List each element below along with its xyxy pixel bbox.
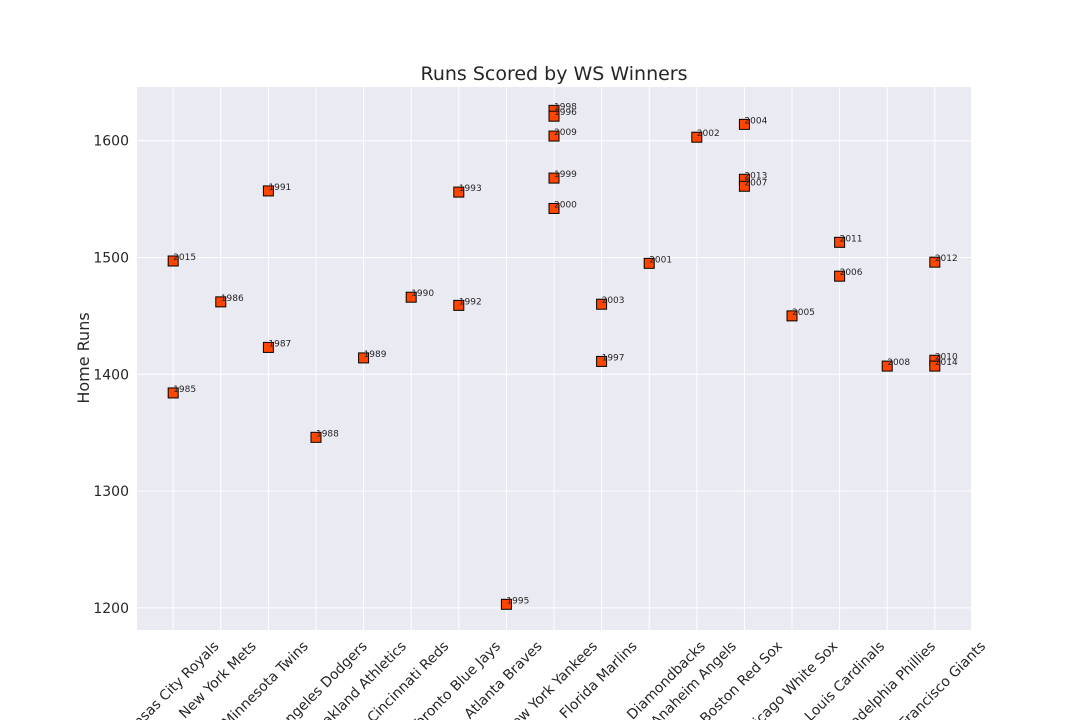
- point-label: 2008: [887, 358, 910, 368]
- marker: [596, 355, 608, 367]
- point-label: 2005: [792, 308, 815, 318]
- point-label: 2006: [840, 268, 863, 278]
- point-label: 1993: [459, 184, 482, 194]
- marker: [691, 131, 703, 143]
- marker: [786, 310, 798, 322]
- y-tick-label: 1600: [93, 134, 129, 150]
- point-label: 1985: [173, 385, 196, 395]
- marker: [881, 360, 893, 372]
- marker: [834, 236, 846, 248]
- point-label: 2003: [602, 296, 625, 306]
- marker: [215, 296, 227, 308]
- marker: [500, 598, 512, 610]
- y-tick-label: 1500: [93, 250, 129, 266]
- marker: [310, 431, 322, 443]
- point-label: 2010: [935, 352, 958, 362]
- y-axis-label: Home Runs: [74, 312, 93, 403]
- point-label: 1988: [316, 429, 339, 439]
- marker: [929, 360, 941, 372]
- point-label: 1992: [459, 297, 482, 307]
- point-label: 2007: [744, 178, 767, 188]
- point-label: 1986: [221, 294, 244, 304]
- point-label: 2001: [649, 255, 672, 265]
- marker: [596, 298, 608, 310]
- chart-title: Runs Scored by WS Winners: [420, 63, 687, 85]
- point-label: 2013: [744, 171, 767, 181]
- point-label: 2004: [744, 116, 767, 126]
- point-label: 2002: [697, 129, 720, 139]
- point-label: 2014: [935, 358, 958, 368]
- point-label: 1987: [268, 339, 291, 349]
- y-tick-label: 1300: [93, 484, 129, 500]
- marker: [738, 180, 750, 192]
- point-label: 2015: [173, 253, 196, 263]
- marker: [167, 255, 179, 267]
- point-label: 1998: [554, 102, 577, 112]
- marker: [548, 172, 560, 184]
- marker: [929, 256, 941, 268]
- point-label: 2012: [935, 254, 958, 264]
- marker: [262, 185, 274, 197]
- point-label: 1989: [364, 350, 387, 360]
- marker: [262, 341, 274, 353]
- y-tick-label: 1400: [93, 367, 129, 383]
- marker: [358, 352, 370, 364]
- point-label: 1991: [268, 183, 291, 193]
- marker: [548, 202, 560, 214]
- point-label: 1995: [506, 596, 529, 606]
- point-label: 2000: [554, 200, 577, 210]
- marker: [834, 270, 846, 282]
- marker: [548, 130, 560, 142]
- marker: [405, 291, 417, 303]
- marker: [548, 110, 560, 122]
- point-label: 1999: [554, 170, 577, 180]
- marker: [453, 186, 465, 198]
- point-label: 2011: [840, 234, 863, 244]
- marker: [643, 257, 655, 269]
- x-tick-label: New York Yankees: [501, 638, 601, 720]
- marker: [738, 118, 750, 130]
- point-label: 1996: [554, 108, 577, 118]
- point-label: 1990: [411, 289, 434, 299]
- y-tick-label: 1200: [93, 601, 129, 617]
- point-label: 2009: [554, 128, 577, 138]
- marker: [453, 299, 465, 311]
- point-label: 1997: [602, 353, 625, 363]
- marker: [167, 387, 179, 399]
